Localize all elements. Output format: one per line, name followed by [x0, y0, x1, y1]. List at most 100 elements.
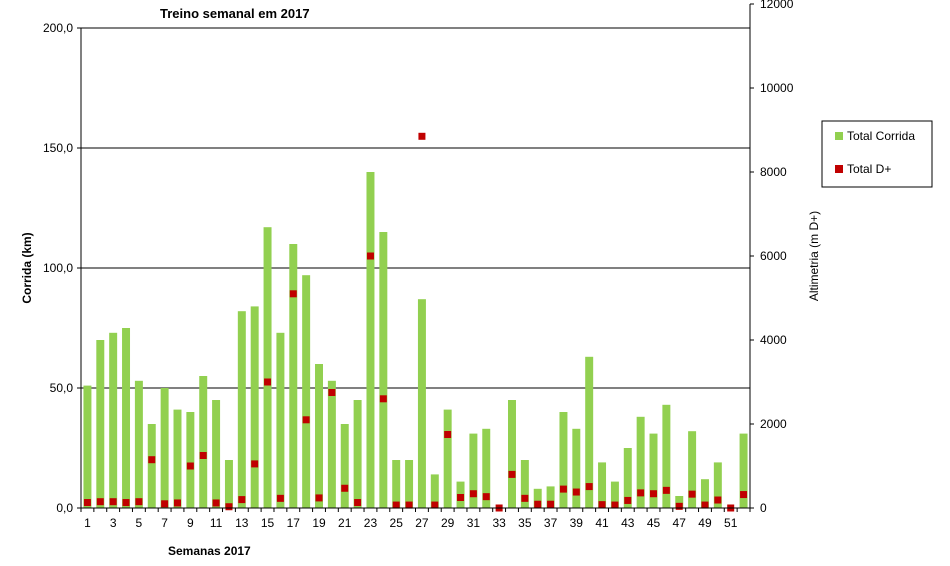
marker [418, 132, 426, 140]
gridlines [81, 27, 750, 389]
marker [675, 502, 683, 510]
y2-tick-label: 8000 [760, 165, 787, 179]
bar [147, 424, 156, 508]
marker [534, 500, 542, 508]
bar [212, 400, 221, 508]
marker [624, 496, 632, 504]
y-axis-left-ticks: 0,0 50,0 100,0 150,0 200,0 [43, 21, 81, 515]
x-tick-label: 35 [518, 516, 532, 530]
x-tick-label: 7 [161, 516, 168, 530]
bar [289, 244, 298, 508]
marker [379, 395, 387, 403]
bar [636, 416, 645, 508]
legend: Total Corrida Total D+ [821, 120, 933, 188]
y-tick-label: 50,0 [50, 381, 74, 395]
x-tick-label: 27 [415, 516, 429, 530]
marker [444, 431, 452, 438]
bar [559, 412, 568, 508]
marker [650, 490, 658, 498]
y2-tick-label: 12000 [760, 0, 794, 11]
bar [392, 460, 401, 508]
x-tick-label: 5 [136, 516, 143, 530]
legend-swatch-total-d-plus [835, 165, 843, 173]
x-tick-label: 45 [647, 516, 661, 530]
bar [585, 356, 594, 508]
bar [662, 404, 671, 508]
bar [224, 460, 233, 508]
bar [405, 460, 414, 508]
x-tick-label: 37 [544, 516, 558, 530]
bar [315, 364, 323, 508]
bar [237, 311, 246, 508]
bar [533, 488, 542, 508]
y-tick-label: 100,0 [43, 261, 73, 275]
x-tick-label: 41 [595, 516, 609, 530]
marker [341, 484, 349, 492]
marker [431, 501, 439, 509]
x-axis-ticks: 1 3 5 7 9 11 13 15 17 19 21 23 25 27 29 31 33 35 37 39 41 43 4… [80, 508, 751, 530]
bar [430, 474, 439, 508]
bar [96, 340, 105, 508]
marker [135, 498, 143, 506]
marker [547, 500, 555, 508]
y-tick-label: 200,0 [43, 21, 73, 35]
marker [572, 488, 580, 496]
x-tick-label: 47 [673, 516, 687, 530]
marker [598, 501, 606, 509]
marker [392, 501, 400, 509]
marker [289, 290, 297, 298]
marker [328, 389, 336, 396]
bar [508, 400, 516, 508]
x-tick-label: 1 [84, 516, 91, 530]
bar [276, 332, 285, 508]
bar [353, 400, 362, 508]
bar [109, 332, 118, 508]
bar [700, 479, 709, 508]
bar [302, 275, 311, 508]
bar [199, 376, 208, 508]
marker [251, 460, 259, 468]
y2-tick-label: 2000 [760, 417, 787, 431]
x-axis-title: Semanas 2017 [168, 544, 251, 558]
marker [302, 416, 310, 424]
x-tick-label: 33 [492, 516, 506, 530]
marker [701, 501, 709, 509]
bar [366, 172, 375, 508]
y-tick-label: 0,0 [56, 501, 73, 515]
marker [740, 491, 748, 499]
bar-series-total-corrida [83, 172, 748, 508]
marker [122, 499, 130, 507]
marker [161, 500, 169, 508]
marker [173, 499, 181, 507]
y2-tick-label: 0 [760, 501, 767, 515]
marker [559, 485, 567, 493]
bar [482, 428, 491, 508]
marker [611, 501, 619, 509]
y-axis-right-ticks: 0 2000 4000 6000 8000 10000 12000 [750, 0, 794, 515]
marker [225, 503, 233, 511]
x-tick-label: 13 [235, 516, 249, 530]
bar [250, 306, 259, 508]
marker [199, 452, 207, 459]
bar [160, 388, 169, 508]
marker [714, 496, 722, 504]
marker [315, 494, 323, 502]
marker [212, 499, 220, 507]
marker-series-total-d-plus [83, 132, 748, 512]
marker [109, 498, 117, 506]
x-tick-label: 25 [390, 516, 404, 530]
x-tick-label: 11 [210, 516, 223, 530]
bar [443, 409, 452, 508]
bar [572, 428, 581, 508]
x-tick-label: 9 [187, 516, 194, 530]
marker [96, 498, 104, 506]
chart-title: Treino semanal em 2017 [160, 6, 310, 21]
x-tick-label: 17 [287, 516, 301, 530]
bar [649, 433, 658, 508]
marker [585, 483, 593, 491]
x-tick-label: 23 [364, 516, 378, 530]
bar [520, 460, 529, 508]
x-tick-label: 49 [698, 516, 712, 530]
marker [457, 494, 465, 501]
